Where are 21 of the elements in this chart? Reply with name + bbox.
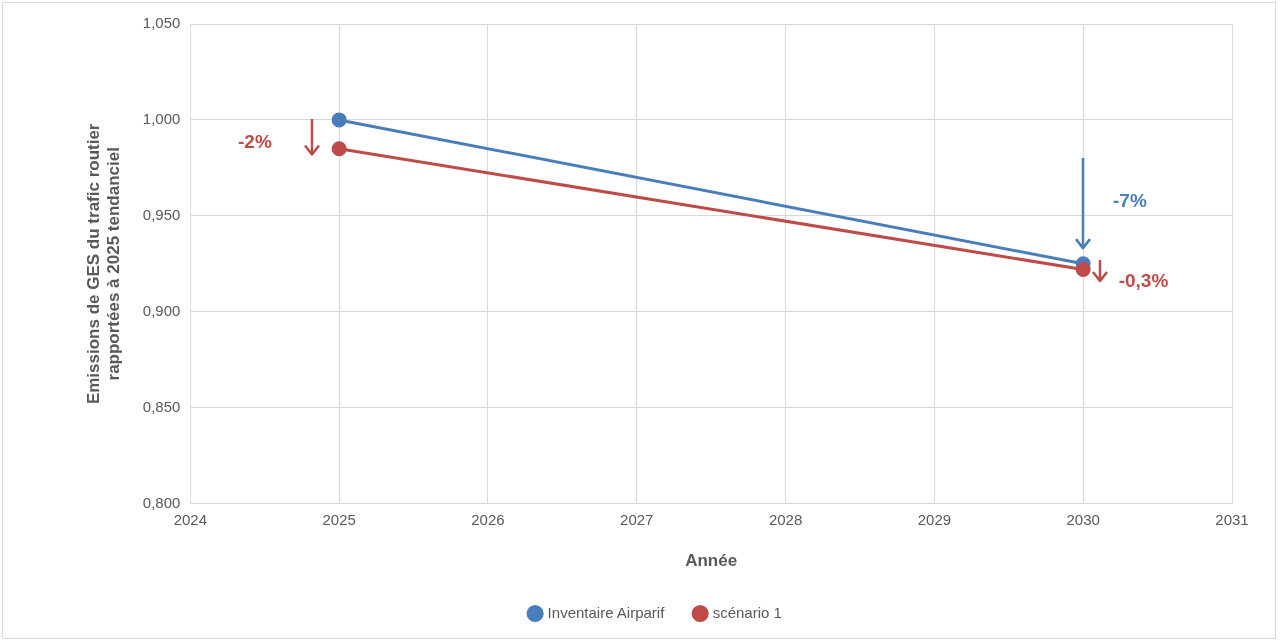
legend-label: scénario 1 [712,603,782,621]
x-tick-label: 2031 [1215,510,1249,528]
x-tick-label: 2029 [917,510,952,528]
x-tick-label: 2026 [471,510,505,528]
y-tick-label: 1,050 [142,14,181,32]
x-tick-label: 2028 [768,510,803,528]
x-tick-label: 2027 [620,510,654,528]
y-tick-label: 1,000 [142,110,181,128]
y-tick-label: 0,900 [142,301,181,319]
x-tick-label: 2024 [173,510,208,528]
annotation: -2% [238,130,272,152]
x-axis-title: Année [685,551,738,571]
x-tick-label: 2025 [322,510,356,528]
annotation: -7% [1113,190,1147,212]
y-tick-label: 0,850 [142,397,181,415]
annotation: -0,3% [1118,270,1169,292]
y-tick-label: 0,800 [142,493,181,511]
y-tick-label: 0,950 [142,205,181,223]
legend-label: Inventaire Airparif [547,603,666,621]
x-tick-label: 2030 [1066,510,1100,528]
y-axis-title: Emissions de GES du trafic routier rapportées à 2025 tendanciel [83,123,124,405]
